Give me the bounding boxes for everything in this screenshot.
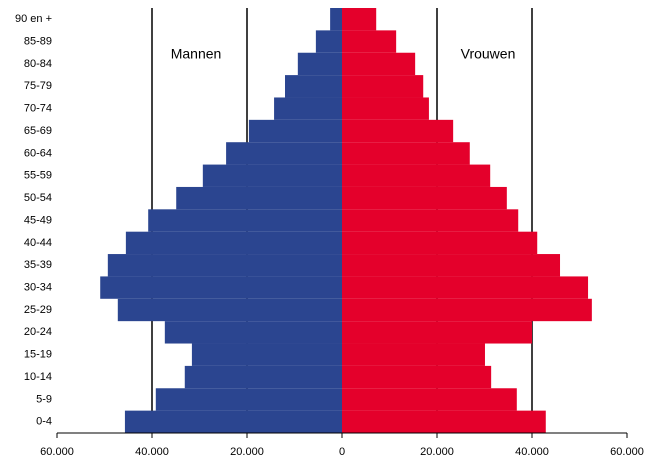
y-tick-label: 35-39 bbox=[24, 259, 52, 271]
bar bbox=[124, 410, 342, 433]
y-tick-label: 85-89 bbox=[24, 35, 52, 47]
y-tick-label: 15-19 bbox=[24, 349, 52, 361]
bar bbox=[191, 343, 342, 366]
bar bbox=[342, 75, 424, 98]
bar bbox=[342, 209, 519, 232]
x-tick-label: 20.000 bbox=[420, 446, 454, 458]
y-tick-label: 60-64 bbox=[24, 147, 52, 159]
bar bbox=[248, 119, 342, 143]
x-tick-label: 60.000 bbox=[40, 446, 74, 458]
series-label: Mannen bbox=[171, 46, 222, 62]
bar bbox=[342, 119, 454, 143]
y-tick-label: 25-29 bbox=[24, 304, 52, 316]
bar bbox=[342, 8, 377, 31]
bar bbox=[297, 52, 342, 76]
bar bbox=[342, 52, 416, 76]
bar bbox=[164, 321, 342, 344]
bar bbox=[342, 321, 532, 344]
y-tick-label: 90 en + bbox=[15, 13, 52, 25]
y-tick-label: 55-59 bbox=[24, 170, 52, 182]
x-tick-label: 40.000 bbox=[515, 446, 549, 458]
bar bbox=[117, 298, 342, 322]
bar bbox=[155, 388, 342, 411]
y-tick-label: 65-69 bbox=[24, 125, 52, 137]
bar bbox=[184, 365, 342, 389]
y-tick-label: 30-34 bbox=[24, 282, 52, 294]
y-tick-label: 5-9 bbox=[36, 393, 52, 405]
y-tick-label: 0-4 bbox=[36, 416, 52, 428]
y-tick-label: 45-49 bbox=[24, 214, 52, 226]
y-tick-label: 50-54 bbox=[24, 192, 52, 204]
bar bbox=[342, 142, 470, 165]
bar bbox=[315, 30, 342, 53]
bar bbox=[330, 8, 342, 31]
bar bbox=[202, 164, 342, 187]
y-tick-label: 75-79 bbox=[24, 80, 52, 92]
bar bbox=[342, 365, 492, 389]
bar bbox=[342, 164, 491, 187]
bars bbox=[100, 8, 592, 433]
y-tick-label: 80-84 bbox=[24, 58, 52, 70]
bar bbox=[125, 231, 342, 255]
bar bbox=[226, 142, 342, 165]
bar bbox=[342, 254, 561, 277]
bar bbox=[342, 186, 507, 210]
bar bbox=[107, 254, 342, 277]
y-tick-label: 40-44 bbox=[24, 237, 52, 249]
bar bbox=[342, 343, 485, 366]
y-tick-label: 20-24 bbox=[24, 326, 52, 338]
bar bbox=[176, 186, 342, 210]
x-tick-label: 0 bbox=[339, 446, 345, 458]
x-tick-label: 60.000 bbox=[610, 446, 644, 458]
bar bbox=[342, 388, 517, 411]
y-tick-label: 10-14 bbox=[24, 371, 52, 383]
bar bbox=[342, 97, 429, 120]
bar bbox=[285, 75, 342, 98]
bar bbox=[342, 30, 397, 53]
y-tick-label: 70-74 bbox=[24, 103, 52, 115]
x-tick-label: 20.000 bbox=[230, 446, 264, 458]
x-tick-label: 40.000 bbox=[135, 446, 169, 458]
bar bbox=[342, 298, 592, 322]
series-label: Vrouwen bbox=[461, 46, 516, 62]
bar bbox=[342, 410, 546, 433]
bar bbox=[342, 231, 538, 255]
bar bbox=[100, 276, 342, 299]
bar bbox=[274, 97, 342, 120]
bar bbox=[148, 209, 342, 232]
bar bbox=[342, 276, 589, 299]
